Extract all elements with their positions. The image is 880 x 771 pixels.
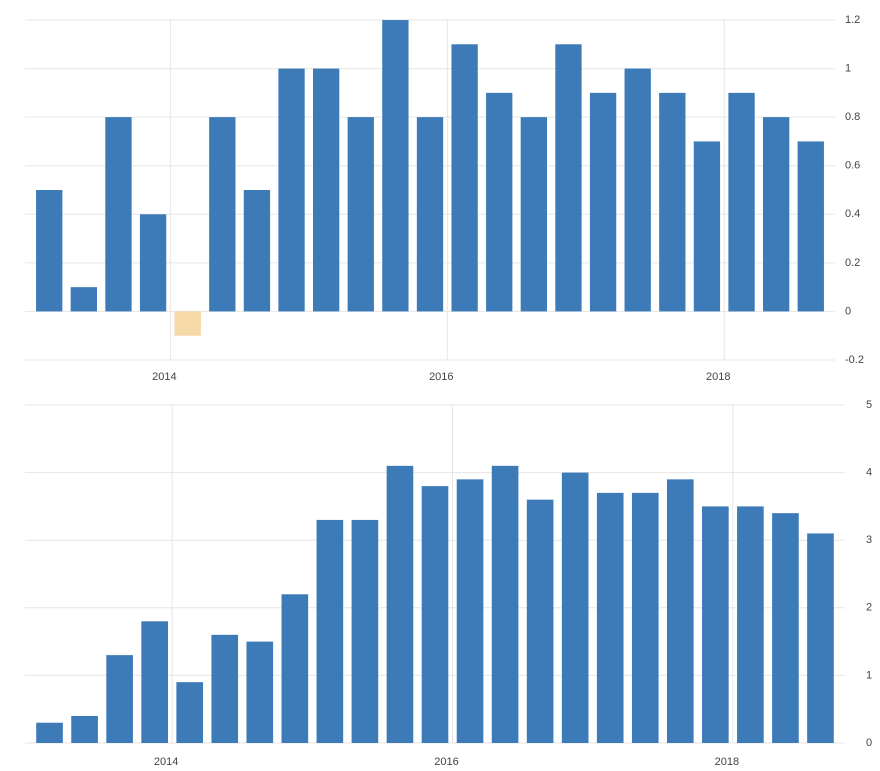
bar bbox=[141, 621, 168, 743]
bar bbox=[561, 472, 589, 743]
bar bbox=[520, 117, 547, 312]
bar bbox=[386, 465, 414, 743]
bar bbox=[702, 506, 729, 743]
y-tick-label: 5 bbox=[866, 399, 872, 411]
y-tick-label: 1 bbox=[845, 62, 851, 74]
y-tick-label: 1.2 bbox=[845, 14, 860, 26]
bar bbox=[246, 641, 274, 743]
x-tick-label: 2018 bbox=[715, 756, 739, 768]
bar bbox=[176, 682, 204, 743]
bar bbox=[659, 92, 686, 312]
bar bbox=[211, 634, 239, 743]
bar bbox=[666, 479, 694, 743]
bar bbox=[36, 722, 63, 743]
y-tick-label: 1 bbox=[866, 669, 872, 681]
y-tick-label: 0 bbox=[866, 737, 872, 749]
bar bbox=[281, 594, 309, 743]
bar bbox=[106, 655, 133, 743]
bar bbox=[421, 486, 449, 743]
bar bbox=[596, 492, 624, 743]
y-tick-label: 0.2 bbox=[845, 257, 860, 269]
bar bbox=[772, 513, 799, 743]
bar bbox=[555, 44, 582, 312]
bar bbox=[105, 117, 132, 312]
bar bbox=[174, 311, 201, 336]
bar bbox=[451, 44, 478, 312]
y-tick-label: 2 bbox=[866, 602, 872, 614]
bar bbox=[313, 68, 340, 312]
bar bbox=[316, 519, 344, 743]
bar bbox=[631, 492, 659, 743]
x-tick-label: 2014 bbox=[152, 371, 176, 383]
bar bbox=[347, 117, 374, 312]
bar bbox=[797, 141, 824, 312]
x-tick-label: 2016 bbox=[429, 371, 453, 383]
bar bbox=[278, 68, 305, 312]
bar bbox=[243, 190, 271, 312]
y-tick-label: 0.8 bbox=[845, 111, 860, 123]
bar bbox=[486, 92, 513, 312]
y-tick-label: 4 bbox=[866, 467, 872, 479]
y-tick-label: 3 bbox=[866, 534, 872, 546]
bar bbox=[351, 519, 379, 743]
x-tick-label: 2018 bbox=[706, 371, 730, 383]
bar bbox=[693, 141, 721, 312]
x-tick-label: 2016 bbox=[434, 756, 458, 768]
bar bbox=[728, 92, 755, 312]
bar bbox=[416, 117, 444, 312]
bar bbox=[807, 533, 834, 743]
bar bbox=[491, 465, 519, 743]
bar bbox=[526, 499, 554, 743]
bar bbox=[737, 506, 764, 743]
bar bbox=[139, 214, 167, 312]
y-tick-label: 0 bbox=[845, 305, 851, 317]
bar bbox=[763, 117, 790, 312]
bar bbox=[382, 20, 409, 312]
y-tick-label: 0.4 bbox=[845, 208, 860, 220]
bar bbox=[71, 715, 98, 743]
bar bbox=[624, 68, 651, 312]
bar bbox=[70, 287, 97, 312]
y-tick-label: -0.2 bbox=[845, 354, 864, 366]
bar bbox=[36, 190, 63, 312]
x-tick-label: 2014 bbox=[154, 756, 178, 768]
y-tick-label: 0.6 bbox=[845, 160, 860, 172]
bar bbox=[456, 479, 484, 743]
bar bbox=[209, 117, 236, 312]
bar bbox=[589, 92, 617, 312]
